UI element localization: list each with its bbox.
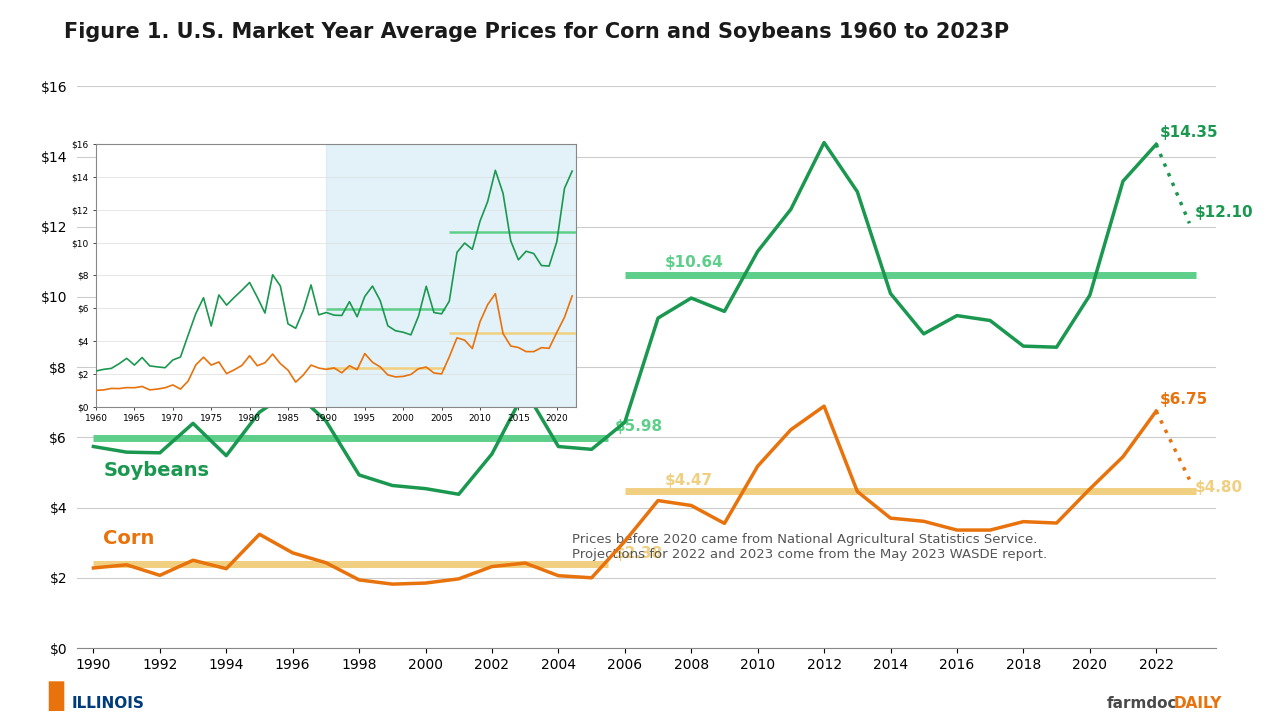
- Text: █: █: [49, 682, 64, 711]
- Text: $10.64: $10.64: [664, 256, 723, 270]
- Text: ILLINOIS: ILLINOIS: [72, 696, 145, 711]
- Text: $4.80: $4.80: [1194, 480, 1243, 495]
- Text: $5.98: $5.98: [614, 419, 663, 434]
- Text: $6.75: $6.75: [1160, 392, 1208, 407]
- Text: Prices before 2020 came from National Agricultural Statistics Service.
Projectio: Prices before 2020 came from National Ag…: [572, 533, 1047, 561]
- Text: Corn: Corn: [104, 529, 155, 549]
- Text: $14.35: $14.35: [1160, 125, 1219, 140]
- Bar: [326, 144, 576, 407]
- Text: farmdoc: farmdoc: [1107, 696, 1178, 711]
- Text: $2.38: $2.38: [614, 546, 663, 561]
- Text: $4.47: $4.47: [664, 472, 713, 487]
- Text: Soybeans: Soybeans: [104, 461, 210, 480]
- Text: DAILY: DAILY: [1174, 696, 1222, 711]
- Text: Figure 1. U.S. Market Year Average Prices for Corn and Soybeans 1960 to 2023P: Figure 1. U.S. Market Year Average Price…: [64, 22, 1009, 42]
- Text: $12.10: $12.10: [1194, 205, 1253, 220]
